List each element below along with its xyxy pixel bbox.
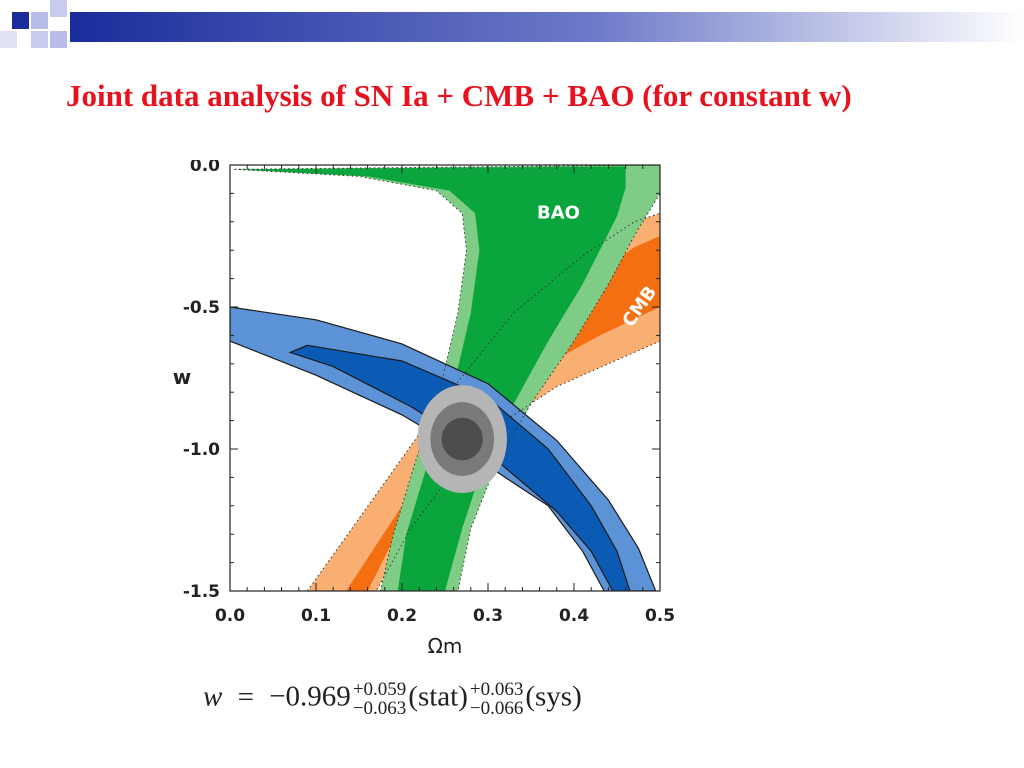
stat-plus: +0.059 xyxy=(352,679,407,700)
contour-bao-inner xyxy=(234,166,626,591)
y-tick-label: -1.0 xyxy=(183,440,220,460)
x-tick-label: 0.0 xyxy=(215,606,245,626)
y-axis-label: w xyxy=(173,365,191,389)
formula-sys-errors: +0.063 −0.066 xyxy=(470,680,523,718)
sys-minus: −0.066 xyxy=(469,698,524,719)
x-tick-label: 0.1 xyxy=(301,606,331,626)
y-tick-label: -0.5 xyxy=(183,298,220,318)
x-tick-label: 0.4 xyxy=(559,606,589,626)
slide-title: Joint data analysis of SN Ia + CMB + BAO… xyxy=(66,78,852,113)
formula-lhs: w xyxy=(203,680,223,713)
y-tick-label: -1.5 xyxy=(183,582,220,602)
formula-stat-label: (stat) xyxy=(408,680,468,713)
deco-square xyxy=(31,12,48,29)
deco-square xyxy=(0,31,17,48)
y-tick-label: 0.0 xyxy=(190,160,220,176)
deco-square xyxy=(31,31,48,48)
stat-minus: −0.063 xyxy=(352,698,407,719)
plot-frame xyxy=(229,164,661,592)
formula-stat-errors: +0.059 −0.063 xyxy=(353,680,406,718)
formula-central-value: −0.969 xyxy=(269,680,351,713)
deco-square xyxy=(12,12,29,29)
sys-plus: +0.063 xyxy=(469,679,524,700)
formula-sys-label: (sys) xyxy=(525,680,582,713)
contour-sne-outer xyxy=(230,306,657,591)
deco-square xyxy=(50,0,67,17)
result-formula: w = −0.969 +0.059 −0.063 (stat) +0.063 −0.066… xyxy=(203,680,582,718)
formula-equals: = xyxy=(237,680,254,713)
header-decoration xyxy=(0,0,1024,48)
deco-square xyxy=(50,31,67,48)
x-tick-label: 0.3 xyxy=(473,606,503,626)
x-axis-label: Ωm xyxy=(428,634,463,658)
header-gradient-bar xyxy=(70,12,1024,42)
x-tick-label: 0.2 xyxy=(387,606,417,626)
contour-joint-1-sigma xyxy=(441,417,483,461)
region-label-bao: BAO xyxy=(537,202,580,223)
x-tick-label: 0.5 xyxy=(645,606,675,626)
region-label-sne: SNe xyxy=(535,535,575,556)
